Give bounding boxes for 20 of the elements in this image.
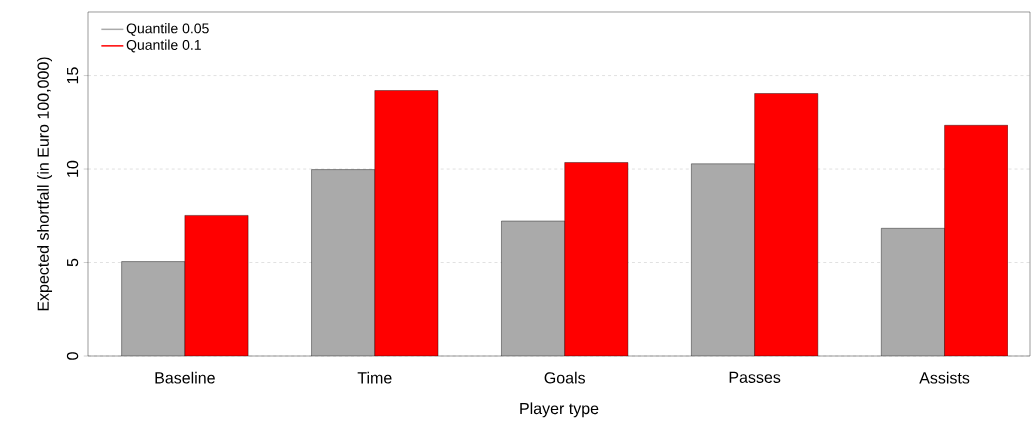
x-tick-label: Goals (544, 371, 586, 384)
bar (691, 163, 755, 356)
y-tick-label: 15 (67, 67, 79, 84)
y-tick-label: 10 (66, 160, 79, 177)
y-tick-label: 5 (67, 258, 79, 267)
x-tick-label: Assists (919, 371, 970, 384)
legend-label: Quantile 0.05 (126, 23, 209, 36)
x-tick-label: Baseline (155, 371, 215, 384)
bar (374, 90, 439, 356)
bar (944, 125, 1008, 356)
bar (184, 215, 249, 356)
x-tick-label: Time (357, 371, 392, 384)
bar (881, 228, 945, 356)
x-tick-label: Passes (729, 371, 781, 383)
bar (754, 93, 818, 356)
y-tick-label: 0 (66, 352, 79, 360)
legend-label: Quantile 0.1 (126, 39, 201, 53)
y-axis-title: Expected shortfall (in Euro 100,000) (37, 57, 53, 311)
x-axis-title: Player type (520, 402, 599, 418)
bar (564, 162, 629, 356)
